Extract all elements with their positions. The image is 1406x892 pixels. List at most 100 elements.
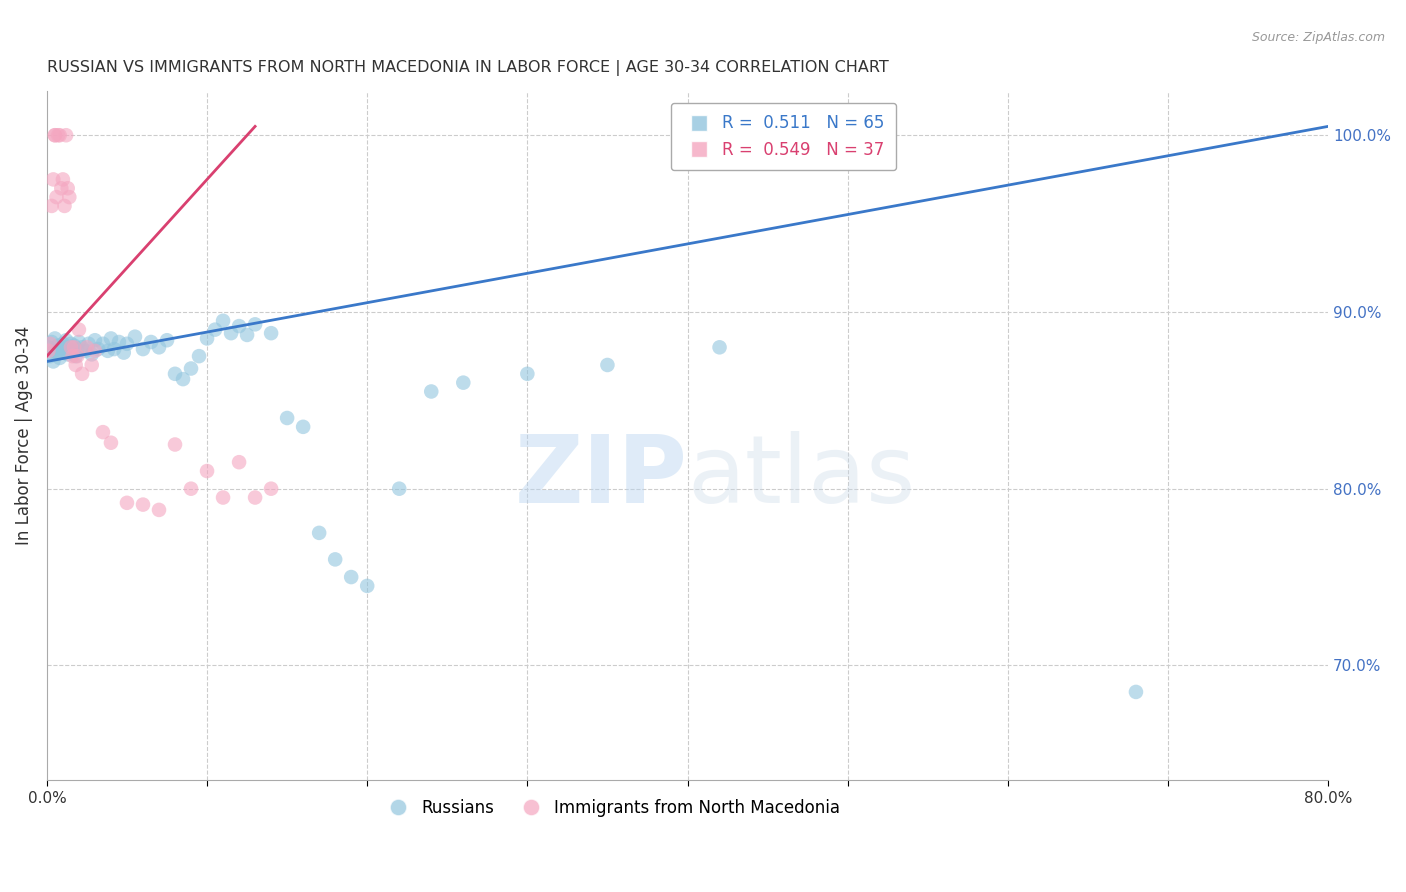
Point: [58, 342, 80, 356]
Point: [516, 367, 538, 381]
Point: [84, 343, 107, 358]
Point: [66, 342, 89, 356]
Point: [115, 336, 138, 351]
Point: [59, 336, 82, 351]
Text: atlas: atlas: [688, 431, 915, 523]
Point: [124, 329, 146, 343]
Point: [180, 361, 202, 376]
Point: [37, 343, 59, 358]
Point: [56, 181, 79, 195]
Point: [420, 384, 443, 399]
Point: [39, 336, 62, 351]
Point: [75, 343, 97, 358]
Point: [228, 455, 250, 469]
Point: [80, 358, 103, 372]
Point: [195, 331, 218, 345]
Point: [276, 411, 298, 425]
Point: [44, 128, 66, 143]
Point: [46, 338, 69, 352]
Point: [103, 342, 125, 356]
Point: [292, 420, 315, 434]
Point: [52, 336, 75, 351]
Text: ZIP: ZIP: [515, 431, 688, 523]
Point: [76, 340, 98, 354]
Point: [308, 525, 330, 540]
Point: [340, 570, 363, 584]
Point: [243, 491, 266, 505]
Point: [100, 435, 122, 450]
Point: [100, 331, 122, 345]
Point: [63, 338, 86, 352]
Point: [163, 437, 186, 451]
Point: [356, 579, 378, 593]
Point: [67, 323, 90, 337]
Point: [59, 340, 82, 354]
Point: [45, 347, 67, 361]
Point: [70, 367, 93, 381]
Point: [44, 128, 66, 143]
Point: [212, 314, 235, 328]
Point: [132, 498, 155, 512]
Point: [115, 496, 138, 510]
Point: [77, 336, 100, 351]
Point: [66, 349, 89, 363]
Point: [62, 343, 84, 358]
Point: [219, 326, 242, 341]
Point: [112, 345, 135, 359]
Point: [41, 334, 63, 349]
Point: [204, 323, 226, 337]
Point: [42, 354, 65, 368]
Point: [148, 340, 170, 354]
Text: RUSSIAN VS IMMIGRANTS FROM NORTH MACEDONIA IN LABOR FORCE | AGE 30-34 CORRELATIO: RUSSIAN VS IMMIGRANTS FROM NORTH MACEDON…: [46, 60, 889, 76]
Point: [53, 199, 76, 213]
Point: [453, 376, 475, 390]
Point: [46, 128, 69, 143]
Point: [67, 334, 90, 349]
Point: [172, 372, 194, 386]
Point: [1125, 685, 1147, 699]
Point: [156, 333, 179, 347]
Point: [97, 343, 120, 358]
Point: [55, 333, 77, 347]
Point: [180, 482, 202, 496]
Point: [44, 343, 66, 358]
Point: [260, 482, 283, 496]
Point: [84, 333, 107, 347]
Point: [148, 503, 170, 517]
Point: [48, 351, 70, 365]
Point: [56, 347, 79, 361]
Point: [51, 181, 73, 195]
Point: [228, 319, 250, 334]
Point: [41, 199, 63, 213]
Text: Source: ZipAtlas.com: Source: ZipAtlas.com: [1251, 31, 1385, 45]
Point: [260, 326, 283, 341]
Point: [195, 464, 218, 478]
Point: [53, 340, 76, 354]
Point: [91, 425, 114, 439]
Point: [236, 327, 259, 342]
Point: [139, 334, 162, 349]
Point: [65, 358, 87, 372]
Point: [51, 342, 73, 356]
Point: [243, 318, 266, 332]
Point: [709, 340, 731, 354]
Point: [596, 358, 619, 372]
Point: [388, 482, 411, 496]
Y-axis label: In Labor Force | Age 30-34: In Labor Force | Age 30-34: [15, 326, 32, 545]
Point: [52, 345, 75, 359]
Point: [163, 367, 186, 381]
Point: [212, 491, 235, 505]
Point: [48, 128, 70, 143]
Point: [65, 349, 87, 363]
Point: [45, 190, 67, 204]
Point: [108, 334, 131, 349]
Point: [80, 347, 103, 361]
Point: [39, 349, 62, 363]
Point: [52, 172, 75, 186]
Point: [44, 331, 66, 345]
Point: [37, 340, 59, 354]
Point: [188, 349, 211, 363]
Point: [62, 349, 84, 363]
Legend: Russians, Immigrants from North Macedonia: Russians, Immigrants from North Macedoni…: [374, 792, 846, 823]
Point: [91, 336, 114, 351]
